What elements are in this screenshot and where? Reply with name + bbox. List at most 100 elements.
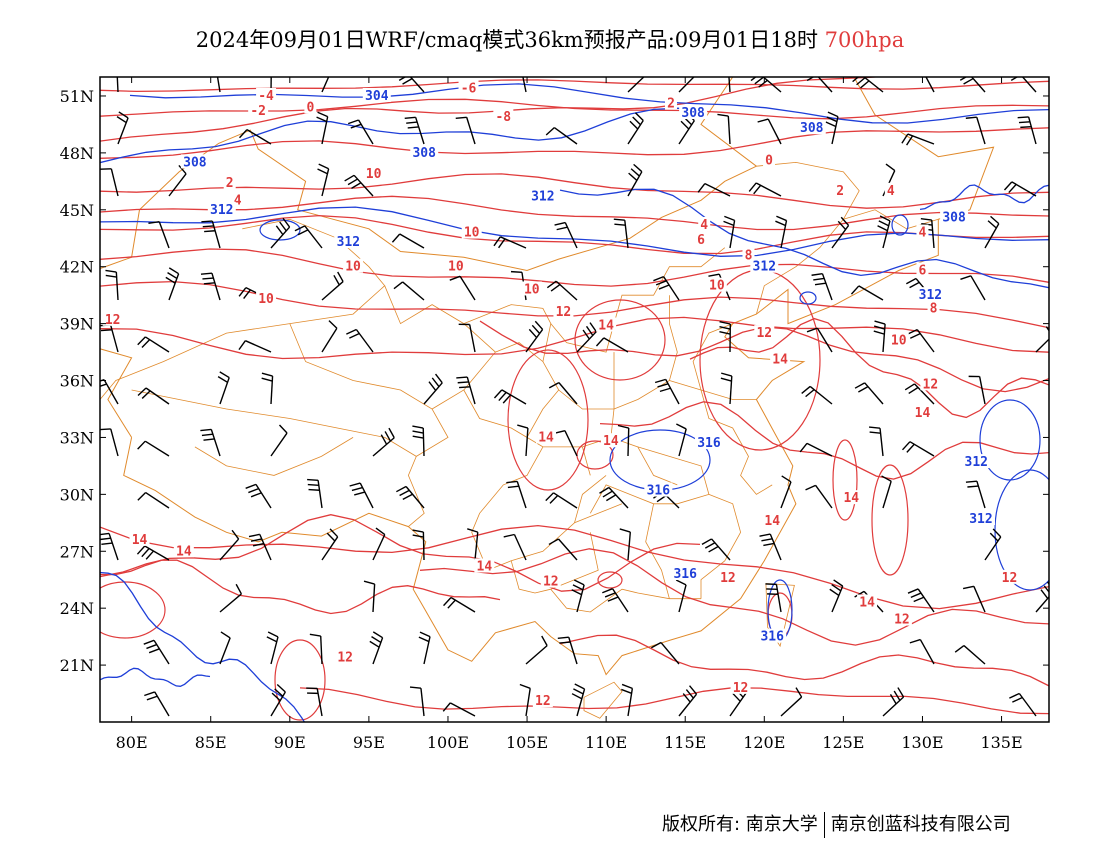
wind-barb-flag (337, 271, 344, 282)
wind-barb-flag (528, 328, 538, 339)
wind-barb-flag (781, 475, 792, 483)
wind-barb-flag (776, 215, 787, 222)
wind-barb-staff (449, 702, 476, 717)
wind-barb-flag (682, 693, 691, 703)
height-contour (129, 83, 1049, 124)
wind-barb-flag (404, 116, 416, 120)
wind-barb-staff (115, 272, 119, 301)
wind-barb-flag (231, 529, 240, 540)
wind-barb-flag (653, 275, 664, 282)
wind-barb-staff (727, 116, 731, 145)
temp-contour-label: 14 (132, 533, 148, 548)
wind-barb-flag (541, 635, 548, 646)
temp-contour-label-bg (540, 573, 561, 588)
wind-barb-flag (534, 320, 544, 330)
temp-contour-label-bg (754, 325, 775, 340)
temp-contour-label: 0 (765, 153, 773, 168)
wind-barb-staff (780, 481, 792, 509)
province-border (131, 323, 449, 457)
wind-barb-flag (795, 687, 803, 698)
wind-barb-flag (811, 272, 823, 276)
wind-barb-flag (654, 378, 666, 384)
wind-barb-flag (250, 538, 262, 542)
wind-barb-flag (316, 116, 327, 123)
lat-tick-label: 36N (60, 372, 94, 391)
lon-tick-label: 115E (664, 733, 706, 752)
wind-barb-staff (728, 77, 731, 93)
wind-barb-flag (720, 377, 732, 382)
wind-barb-flag (443, 597, 452, 607)
wind-barb-flag (318, 163, 329, 170)
height-contour-label-bg (528, 188, 557, 203)
wind-barb-staff (970, 77, 986, 93)
wind-barb-flag (384, 431, 392, 442)
wind-barb-flag (607, 596, 619, 602)
wind-barb-staff (627, 427, 630, 457)
wind-barb-flag (412, 425, 424, 429)
temp-contour-label-bg (223, 175, 236, 190)
wind-barb-flag (585, 325, 594, 336)
province-border (700, 494, 742, 599)
wind-barb-staff (219, 593, 242, 613)
wind-barb-flag (346, 328, 357, 335)
height-contour-label-bg (410, 144, 439, 159)
wind-barb-flag (1045, 326, 1049, 332)
height-contour-label: 308 (800, 121, 824, 136)
wind-barb-flag (554, 430, 566, 435)
wind-barb-flag (457, 381, 469, 384)
wind-barb-flag (633, 163, 643, 173)
wind-barb-flag (619, 528, 631, 533)
wind-barb-flag (350, 123, 362, 129)
temp-contour (100, 248, 1049, 287)
wind-barb-flag (571, 693, 583, 700)
wind-barb-flag (406, 121, 418, 124)
wind-barb-flag (467, 528, 478, 533)
wind-barb-staff (729, 692, 747, 717)
temp-contour-label-bg (474, 558, 495, 573)
wind-barb-flag (878, 220, 889, 227)
wind-barb-flag (317, 111, 328, 118)
wind-barb-flag (100, 532, 110, 536)
province-border (637, 446, 678, 486)
wind-barb-flag (248, 487, 259, 494)
height-contour-label: 316 (697, 436, 721, 451)
temp-closed-contour (871, 464, 909, 576)
copyright: 版权所有: 南京大学 南京创蓝科技有限公司 (662, 810, 1011, 838)
wind-barb-flag (629, 120, 639, 130)
wind-barb-staff (168, 273, 180, 301)
wind-barb-flag (718, 73, 729, 74)
temp-contour-label: 12 (756, 326, 772, 341)
temp-contour-label-bg (762, 512, 783, 527)
wind-barb-flag (858, 386, 869, 393)
wind-barb-staff (320, 635, 323, 665)
wind-barb-flag (238, 287, 247, 297)
lat-tick-label: 39N (60, 315, 94, 334)
wind-barb-staff (108, 533, 119, 561)
wind-barb-flag (717, 63, 728, 64)
wind-barb-staff (1021, 77, 1037, 93)
lon-tick-label: 95E (353, 733, 385, 752)
wind-barb-flag (833, 579, 844, 587)
wind-barb-staff (304, 225, 323, 249)
wind-barb-flag (363, 580, 375, 585)
wind-barb-staff (158, 221, 170, 249)
wind-barb-flag (328, 320, 338, 329)
height-contour-label-bg (679, 105, 708, 120)
wind-barb-flag (548, 538, 559, 546)
wind-barb-flag (168, 267, 179, 275)
temp-contour-label-bg (664, 95, 677, 110)
wind-barb-flag (873, 325, 885, 330)
wind-barb-flag (449, 275, 461, 281)
wind-barb-flag (100, 537, 111, 541)
wind-barb-flag (369, 640, 380, 648)
wind-barb-flag (238, 129, 248, 139)
temp-contour-label: -6 (461, 81, 477, 96)
wind-barb-staff (1011, 181, 1037, 197)
wind-barb-flag (1012, 696, 1023, 703)
temp-contour (299, 687, 1049, 715)
temp-contour-label: 12 (1002, 571, 1018, 586)
wind-barb-flag (688, 685, 698, 695)
wind-barb-flag (721, 372, 732, 377)
wind-barb-staff (270, 691, 286, 717)
wind-barb-flag (693, 63, 699, 72)
